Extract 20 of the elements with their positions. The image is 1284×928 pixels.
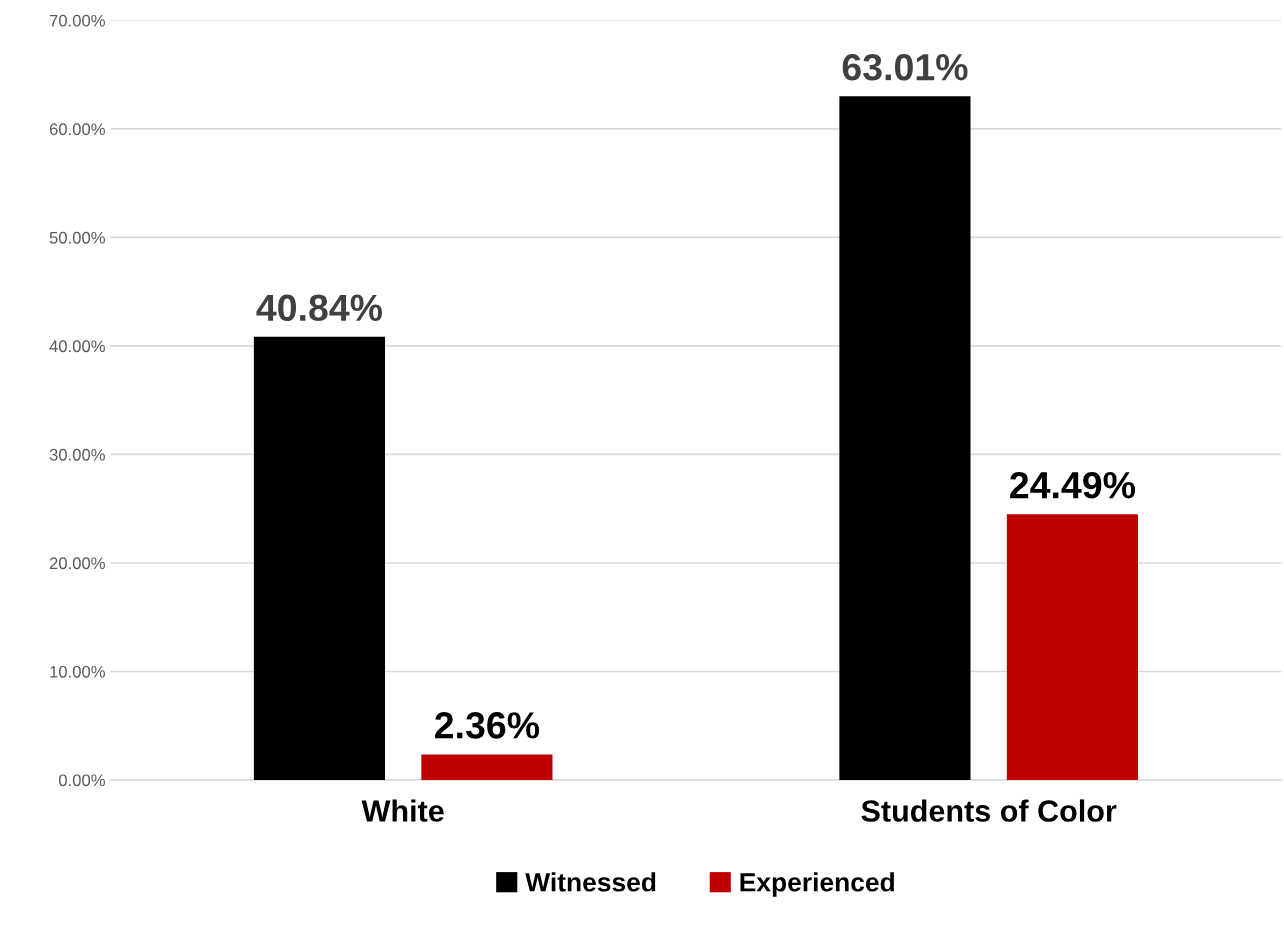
data-label: 2.36% (435, 712, 540, 739)
bar (253, 336, 386, 780)
data-label: 24.49% (1010, 471, 1136, 499)
data-label: 63.01% (842, 53, 968, 81)
data-label: 40.84% (256, 294, 383, 322)
legend-label: Witnessed (525, 872, 656, 892)
x-tick-label: White (361, 799, 444, 822)
y-tick-label: 60.00% (49, 123, 105, 136)
y-tick-label: 20.00% (49, 557, 105, 570)
bar (1006, 514, 1138, 780)
y-tick-label: 70.00% (49, 14, 105, 27)
bar (839, 96, 971, 780)
y-tick-label: 50.00% (49, 231, 105, 244)
x-tick-label: Students of Color (861, 799, 1117, 822)
bar (421, 754, 553, 780)
y-tick-label: 10.00% (50, 665, 105, 678)
legend-label: Experienced (740, 872, 894, 897)
y-tick-label: 30.00% (49, 448, 105, 461)
y-tick-label: 0.00% (58, 774, 105, 787)
y-tick-label: 40.00% (49, 340, 105, 353)
